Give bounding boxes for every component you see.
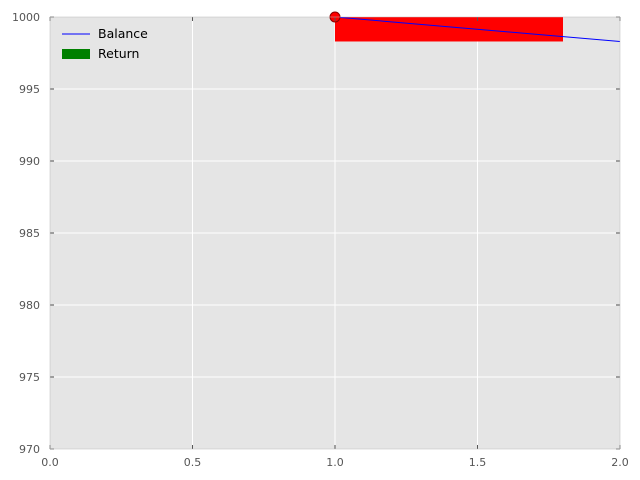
x-tick-label: 1.0 xyxy=(326,456,344,469)
y-tick-label: 990 xyxy=(19,155,40,168)
x-tick-label: 0.0 xyxy=(41,456,59,469)
balance-line xyxy=(334,16,621,42)
y-tick-label: 985 xyxy=(19,227,40,240)
lines xyxy=(334,16,621,42)
x-tick-labels: 0.0 0.5 1.0 1.5 2.0 xyxy=(41,456,629,469)
legend-label: Balance xyxy=(98,26,148,41)
x-tick-label: 0.5 xyxy=(184,456,202,469)
y-tick-labels: 970 975 980 985 990 995 1000 xyxy=(12,11,40,456)
legend-label: Return xyxy=(98,46,139,61)
legend-bar-swatch xyxy=(62,49,90,59)
y-tick-label: 980 xyxy=(19,299,40,312)
x-tick-label: 2.0 xyxy=(611,456,629,469)
legend: Balance Return xyxy=(62,26,148,61)
plot-frame xyxy=(49,16,621,450)
bars xyxy=(335,17,563,42)
y-tick-label: 970 xyxy=(19,443,40,456)
return-bar xyxy=(335,17,563,42)
y-tick-label: 995 xyxy=(19,83,40,96)
grid xyxy=(50,17,620,449)
y-tick-label: 975 xyxy=(19,371,40,384)
y-tick-label: 1000 xyxy=(12,11,40,24)
x-tick-label: 1.5 xyxy=(469,456,487,469)
